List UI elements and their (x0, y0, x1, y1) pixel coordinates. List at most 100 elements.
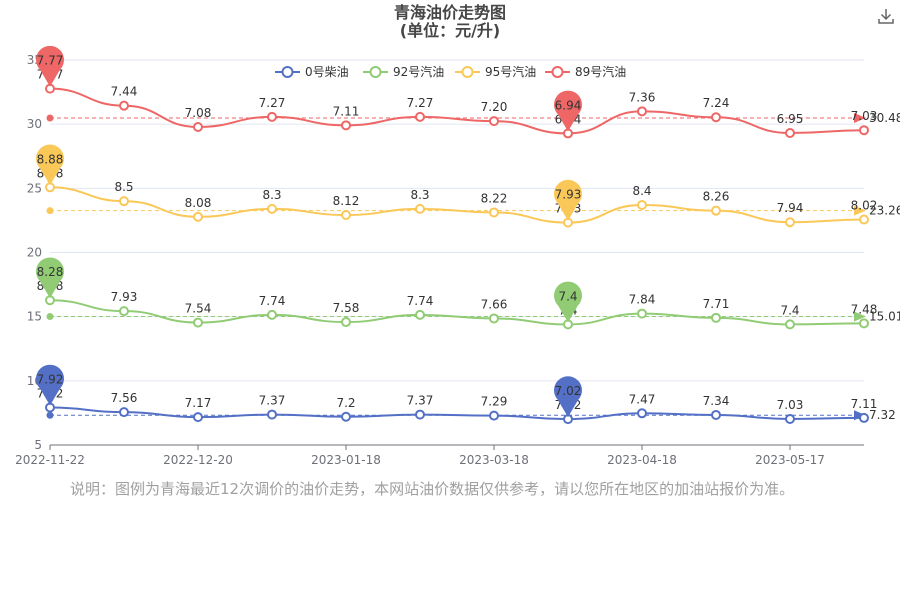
data-point (341, 120, 351, 131)
data-point (341, 210, 351, 221)
data-point (341, 317, 351, 328)
data-point (711, 205, 721, 216)
avg-line-arrow (854, 205, 866, 216)
max-pin-label: 8.28 (37, 265, 64, 279)
data-label: 7.20 (481, 100, 508, 114)
data-point (711, 312, 721, 323)
download-icon[interactable] (876, 6, 896, 26)
y-tick-label: 20 (27, 246, 42, 260)
data-label: 8.02 (851, 199, 878, 213)
data-point (415, 203, 425, 214)
data-label: 7.4 (780, 303, 799, 317)
data-point (119, 407, 129, 418)
data-point (489, 313, 499, 324)
data-label: 8.12 (333, 194, 360, 208)
data-point (785, 413, 795, 424)
max-pin-label: 7.92 (37, 373, 64, 387)
data-point (415, 409, 425, 420)
data-label: 7.2 (336, 396, 355, 410)
data-point (859, 412, 869, 423)
x-tick-label: 2023-01-18 (311, 453, 381, 467)
avg-line-arrow (854, 311, 866, 322)
legend-item-3[interactable]: 89号汽油 (545, 64, 626, 79)
data-point (193, 211, 203, 222)
legend-item-0[interactable]: 0号柴油 (275, 65, 349, 79)
x-tick-label: 2023-04-18 (607, 453, 677, 467)
legend-marker (281, 66, 294, 78)
data-label: 7.03 (777, 398, 804, 412)
data-label: 7.17 (185, 396, 212, 410)
data-label: 7.74 (259, 294, 286, 308)
legend-label: 0号柴油 (305, 65, 349, 79)
max-pin (36, 45, 65, 87)
data-label: 8.22 (481, 191, 508, 205)
data-point (193, 412, 203, 423)
y-tick-label: 15 (27, 310, 42, 324)
data-point (415, 309, 425, 320)
data-point (489, 410, 499, 421)
legend-label: 92号汽油 (393, 64, 444, 79)
data-point (637, 200, 647, 211)
data-label: 7.54 (185, 302, 212, 316)
data-point (785, 217, 795, 228)
min-pin (554, 179, 582, 221)
chart-note: 说明：图例为青海最近12次调价的油价走势，本网站油价数据仅供参考，请以您所在地区… (70, 480, 795, 498)
data-label: 7.29 (481, 395, 508, 409)
data-label: 7.47 (629, 392, 656, 406)
chart-title-unit: (单位：元/升) (399, 21, 501, 40)
min-pin (554, 90, 582, 132)
series-line (49, 186, 865, 224)
series-3: 30.48 7.77 7.44 7.08 7.27 7.11 7.27 7.20 6.94 7.3… (36, 45, 900, 139)
data-point (785, 319, 795, 330)
legend-item-2[interactable]: 95号汽油 (455, 64, 536, 79)
data-point (415, 111, 425, 122)
data-label: 7.08 (185, 106, 212, 120)
data-label: 7.94 (777, 201, 804, 215)
data-label: 7.71 (703, 297, 730, 311)
data-label: 7.56 (111, 391, 138, 405)
data-label: 7.03 (851, 109, 878, 123)
max-pin (36, 364, 65, 406)
avg-line-label: 15.01 (869, 310, 900, 324)
legend-marker (551, 66, 564, 78)
y-tick-label: 5 (34, 438, 42, 452)
data-point (637, 308, 647, 319)
data-label: 7.34 (703, 394, 730, 408)
data-point (267, 111, 277, 122)
max-pin (36, 257, 65, 299)
max-pin-label: 8.88 (37, 152, 64, 166)
x-tick-label: 2022-12-20 (163, 453, 233, 467)
x-tick-label: 2023-05-17 (755, 453, 825, 467)
data-label: 8.08 (185, 196, 212, 210)
data-label: 8.4 (632, 184, 651, 198)
data-point (637, 408, 647, 419)
data-label: 7.74 (407, 294, 434, 308)
legend-marker (369, 66, 382, 78)
data-point (785, 128, 795, 139)
data-point (859, 214, 869, 225)
data-point (341, 411, 351, 422)
data-label: 8.5 (114, 180, 133, 194)
data-point (119, 100, 129, 111)
data-point (489, 207, 499, 218)
data-label: 7.36 (629, 90, 656, 104)
data-point (119, 306, 129, 317)
data-point (711, 409, 721, 420)
series-0: 7.32 7.92 7.56 7.17 7.37 7.2 7.37 7.29 7.02 7.47 7… (36, 364, 896, 425)
y-tick-label: 30 (27, 117, 42, 131)
avg-line-label: 23.26 (869, 204, 900, 218)
data-label: 7.24 (703, 96, 730, 110)
legend-item-1[interactable]: 92号汽油 (363, 64, 444, 79)
max-pin (36, 144, 65, 186)
data-label: 7.11 (333, 104, 360, 118)
data-label: 7.48 (851, 302, 878, 316)
series-line (49, 406, 865, 421)
chart-title-main: 青海油价走势图 (393, 3, 506, 22)
data-label: 7.93 (111, 290, 138, 304)
data-label: 8.3 (410, 188, 429, 202)
series-line (49, 87, 865, 135)
data-point (637, 106, 647, 117)
min-pin-label: 6.94 (555, 98, 582, 112)
min-pin-label: 7.4 (558, 289, 577, 303)
data-label: 7.11 (851, 397, 878, 411)
